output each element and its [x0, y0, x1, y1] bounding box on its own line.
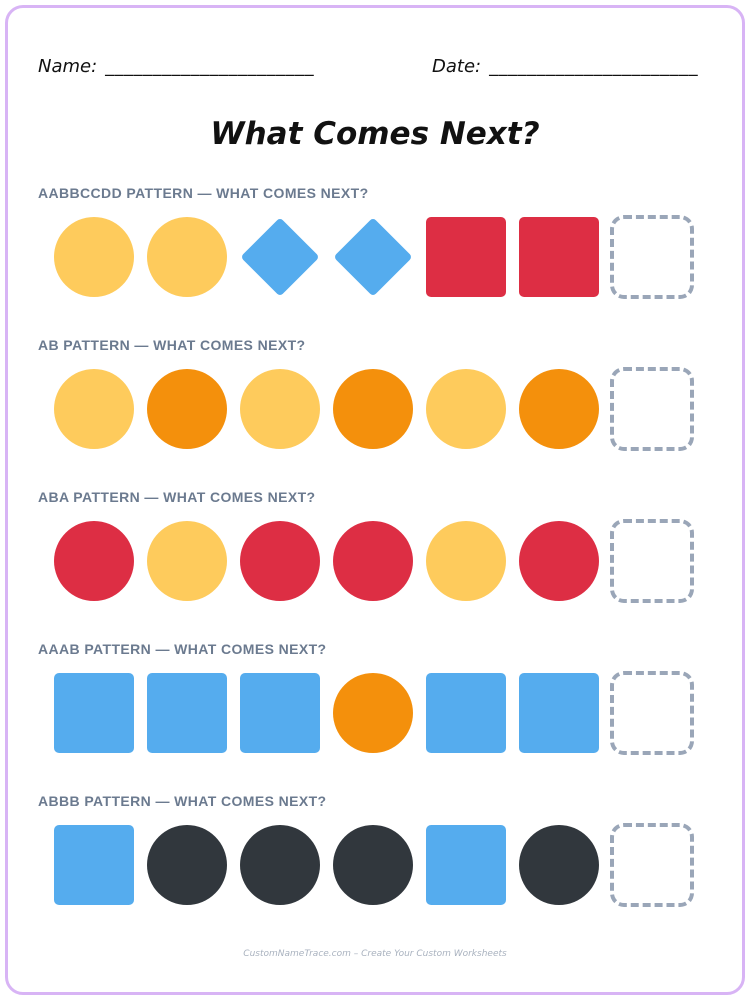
- orange-circle-icon: [147, 369, 227, 449]
- date-label: Date:: [432, 56, 482, 77]
- blue-diamond-icon: [333, 217, 413, 297]
- orange-circle-icon: [333, 369, 413, 449]
- pattern-label-ab: AB PATTERN — WHAT COMES NEXT?: [38, 337, 306, 353]
- date-blank-line: ______________________: [489, 56, 699, 77]
- name-field: Name: ______________________: [38, 56, 314, 77]
- pattern-row-ab: [54, 367, 704, 451]
- pattern-label-aba: ABA PATTERN — WHAT COMES NEXT?: [38, 489, 316, 505]
- answer-box[interactable]: [610, 519, 694, 603]
- name-label: Name:: [38, 56, 98, 77]
- black-circle-icon: [333, 825, 413, 905]
- blue-square-icon: [519, 673, 599, 753]
- blue-square-icon: [240, 673, 320, 753]
- blue-square-icon: [426, 825, 506, 905]
- yellow-circle-icon: [54, 217, 134, 297]
- yellow-circle-icon: [147, 521, 227, 601]
- black-circle-icon: [147, 825, 227, 905]
- blue-square-icon: [426, 673, 506, 753]
- black-circle-icon: [240, 825, 320, 905]
- red-circle-icon: [240, 521, 320, 601]
- date-field: Date: ______________________: [432, 56, 698, 77]
- blue-square-icon: [147, 673, 227, 753]
- red-square-icon: [426, 217, 506, 297]
- answer-box[interactable]: [610, 823, 694, 907]
- name-blank-line: ______________________: [105, 56, 315, 77]
- black-circle-icon: [519, 825, 599, 905]
- worksheet-page: Name: ______________________ Date: _______…: [5, 5, 745, 995]
- yellow-circle-icon: [240, 369, 320, 449]
- yellow-circle-icon: [54, 369, 134, 449]
- red-circle-icon: [54, 521, 134, 601]
- red-square-icon: [519, 217, 599, 297]
- answer-box[interactable]: [610, 367, 694, 451]
- red-circle-icon: [333, 521, 413, 601]
- yellow-circle-icon: [147, 217, 227, 297]
- blue-square-icon: [54, 825, 134, 905]
- answer-box[interactable]: [610, 671, 694, 755]
- red-circle-icon: [519, 521, 599, 601]
- pattern-row-aba: [54, 519, 704, 603]
- yellow-circle-icon: [426, 521, 506, 601]
- pattern-row-abbb: [54, 823, 704, 907]
- orange-circle-icon: [519, 369, 599, 449]
- pattern-label-abbb: ABBB PATTERN — WHAT COMES NEXT?: [38, 793, 327, 809]
- pattern-label-aabbccdd: AABBCCDD PATTERN — WHAT COMES NEXT?: [38, 185, 369, 201]
- blue-square-icon: [54, 673, 134, 753]
- worksheet-title: What Comes Next?: [210, 116, 540, 152]
- blue-diamond-icon: [240, 217, 320, 297]
- yellow-circle-icon: [426, 369, 506, 449]
- answer-box[interactable]: [610, 215, 694, 299]
- orange-circle-icon: [333, 673, 413, 753]
- pattern-row-aaab: [54, 671, 704, 755]
- pattern-row-aabbccdd: [54, 215, 704, 299]
- footer-credit: CustomNameTrace.com – Create Your Custom…: [243, 949, 507, 959]
- pattern-label-aaab: AAAB PATTERN — WHAT COMES NEXT?: [38, 641, 327, 657]
